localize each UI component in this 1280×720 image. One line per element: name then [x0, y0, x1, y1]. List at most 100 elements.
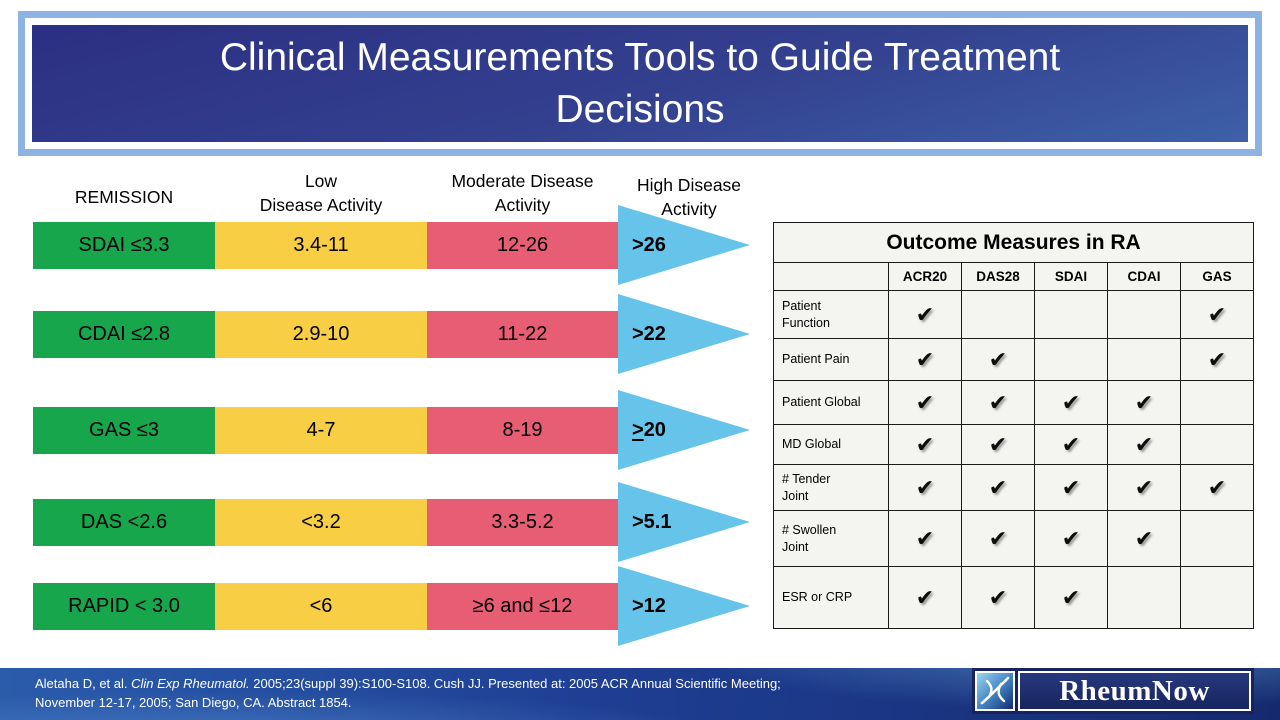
row-label-line1: # Tender	[782, 471, 831, 486]
column-header-high: High Disease Activity	[620, 174, 758, 221]
check-icon: ✔	[888, 290, 962, 339]
low-header-line1: Low	[304, 171, 338, 191]
table-row-esr-crp: ESR or CRP ✔ ✔ ✔	[773, 566, 1255, 629]
rapid-remission-cell: RAPID < 3.0	[33, 583, 215, 630]
rapid-high-value: >12	[632, 594, 666, 617]
das-low-cell: <3.2	[215, 499, 427, 546]
outcome-col-acr20: ACR20	[888, 262, 962, 291]
outcome-table-title: Outcome Measures in RA	[772, 222, 1255, 263]
high-header-line1: High Disease	[636, 175, 742, 195]
citation-part1: Aletaha D, et al.	[35, 676, 132, 691]
check-icon	[1179, 424, 1255, 465]
row-label: # Tender Joint	[773, 464, 889, 511]
high-header-line2: Activity	[661, 198, 717, 219]
row-label-line1: ESR or CRP	[782, 590, 853, 605]
gas-high-value: >20	[618, 419, 666, 442]
rheumnow-wordmark: RheumNow	[1059, 674, 1210, 707]
row-label-line1: Patient Pain	[782, 352, 850, 367]
check-icon: ✔	[888, 380, 962, 425]
cdai-remission-cell: CDAI ≤2.8	[33, 311, 215, 358]
cdai-high-arrow-icon: >22	[618, 294, 750, 374]
citation-text: Aletaha D, et al. Clin Exp Rheumatol. 20…	[35, 675, 835, 713]
outcome-col-gas: GAS	[1179, 262, 1255, 291]
row-label: MD Global	[773, 424, 889, 465]
check-icon: ✔	[1107, 464, 1181, 511]
check-icon: ✔	[888, 424, 962, 465]
outcome-col-das28: DAS28	[961, 262, 1035, 291]
citation-part2: 2005;23(suppl 39):S100-S108. Cush JJ. Pr…	[35, 676, 781, 710]
row-label-line1: MD Global	[782, 437, 842, 452]
das-remission-cell: DAS <2.6	[33, 499, 215, 546]
check-icon: ✔	[1107, 380, 1181, 425]
moderate-header-line2: Activity	[494, 194, 551, 215]
check-icon: ✔	[888, 510, 962, 567]
check-icon: ✔	[1179, 464, 1255, 511]
low-header-line2: Disease Activity	[259, 194, 383, 215]
check-icon: ✔	[1034, 464, 1108, 511]
citation-journal: Clin Exp Rheumatol.	[131, 676, 250, 691]
column-header-low: Low Disease Activity	[215, 170, 427, 217]
row-label-line1: Patient Global	[782, 395, 861, 410]
row-label: Patient Function	[773, 290, 889, 339]
table-row-patient-pain: Patient Pain ✔ ✔ ✔	[773, 338, 1255, 381]
gas-high-number: 20	[643, 418, 666, 441]
activity-row-rapid: RAPID < 3.0 <6 ≥6 and ≤12 >12	[0, 566, 780, 646]
remission-header-text: REMISSION	[74, 187, 174, 207]
check-icon: ✔	[961, 424, 1035, 465]
gas-moderate-cell: 8-19	[427, 407, 618, 454]
row-label-line2: Joint	[782, 539, 809, 554]
column-header-remission: REMISSION	[33, 186, 215, 210]
check-icon: ✔	[961, 566, 1035, 629]
check-icon: ✔	[1107, 510, 1181, 567]
title-banner-frame: Clinical Measurements Tools to Guide Tre…	[18, 11, 1262, 156]
check-icon	[1034, 290, 1108, 339]
das-moderate-cell: 3.3-5.2	[427, 499, 618, 546]
activity-row-cdai: CDAI ≤2.8 2.9-10 11-22 >22	[0, 294, 780, 374]
row-label: ESR or CRP	[773, 566, 889, 629]
joint-icon	[975, 671, 1015, 711]
rapid-moderate-cell: ≥6 and ≤12	[427, 583, 618, 630]
activity-row-das: DAS <2.6 <3.2 3.3-5.2 >5.1	[0, 482, 780, 562]
check-icon	[1034, 338, 1108, 381]
activity-row-gas: GAS ≤3 4-7 8-19 >20	[0, 390, 780, 470]
check-icon	[1107, 566, 1181, 629]
check-icon	[1179, 380, 1255, 425]
footer-band: Aletaha D, et al. Clin Exp Rheumatol. 20…	[0, 668, 1280, 720]
check-icon: ✔	[1034, 424, 1108, 465]
sdai-moderate-cell: 12-26	[427, 222, 618, 269]
check-icon: ✔	[1179, 290, 1255, 339]
row-label: Patient Pain	[773, 338, 889, 381]
title-banner: Clinical Measurements Tools to Guide Tre…	[25, 18, 1255, 149]
check-icon: ✔	[888, 566, 962, 629]
gas-high-arrow-icon: >20	[618, 390, 750, 470]
das-high-arrow-icon: >5.1	[618, 482, 750, 562]
cdai-moderate-cell: 11-22	[427, 311, 618, 358]
table-row-tender-joint: # Tender Joint ✔ ✔ ✔ ✔ ✔	[773, 464, 1255, 511]
row-label-line1: # Swollen	[782, 522, 837, 537]
check-icon	[961, 290, 1035, 339]
outcome-col-cdai: CDAI	[1107, 262, 1181, 291]
check-icon: ✔	[1034, 380, 1108, 425]
row-label-line1: Patient	[782, 298, 821, 313]
check-icon	[1179, 566, 1255, 629]
table-row-patient-function: Patient Function ✔ ✔	[773, 290, 1255, 339]
check-icon	[1107, 290, 1181, 339]
check-icon: ✔	[961, 510, 1035, 567]
row-label: # Swollen Joint	[773, 510, 889, 567]
check-icon: ✔	[1107, 424, 1181, 465]
check-icon	[1107, 338, 1181, 381]
check-icon: ✔	[961, 380, 1035, 425]
table-row-patient-global: Patient Global ✔ ✔ ✔ ✔	[773, 380, 1255, 425]
check-icon: ✔	[1034, 510, 1108, 567]
table-row-swollen-joint: # Swollen Joint ✔ ✔ ✔ ✔	[773, 510, 1255, 567]
das-high-value: >5.1	[632, 510, 672, 533]
check-icon: ✔	[888, 338, 962, 381]
row-label: Patient Global	[773, 380, 889, 425]
activity-row-sdai: SDAI ≤3.3 3.4-11 12-26 >26	[0, 205, 780, 285]
check-icon: ✔	[961, 464, 1035, 511]
column-header-moderate: Moderate Disease Activity	[427, 170, 618, 217]
table-row-md-global: MD Global ✔ ✔ ✔ ✔	[773, 424, 1255, 465]
sdai-low-cell: 3.4-11	[215, 222, 427, 269]
sdai-high-value: >26	[632, 233, 666, 256]
rheumnow-wordmark-box: RheumNow	[1018, 671, 1251, 711]
